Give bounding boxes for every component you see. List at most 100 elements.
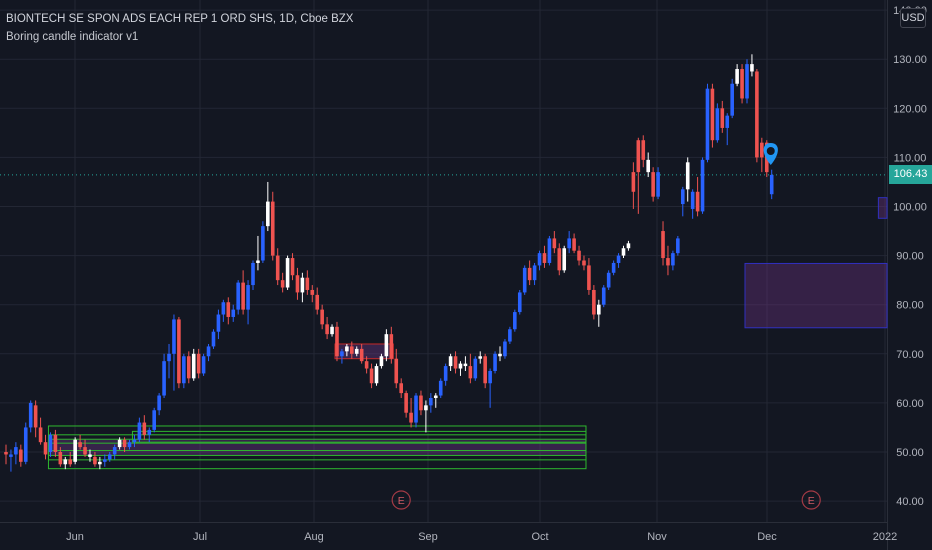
candle-body bbox=[517, 292, 522, 313]
boring-zone bbox=[131, 430, 587, 443]
candle-body bbox=[350, 346, 354, 354]
candle-body bbox=[394, 358, 399, 384]
candle bbox=[226, 297, 231, 325]
candle bbox=[88, 449, 92, 462]
candle bbox=[73, 437, 77, 465]
candle-body bbox=[750, 64, 754, 72]
candle bbox=[28, 400, 33, 433]
candle bbox=[562, 245, 567, 273]
candle bbox=[290, 253, 295, 281]
candle-body bbox=[592, 289, 596, 315]
candle bbox=[409, 397, 413, 428]
candle bbox=[685, 157, 690, 202]
price-axis[interactable]: 140.00130.00120.00110.00100.0090.0080.00… bbox=[888, 0, 932, 550]
candle bbox=[295, 267, 300, 300]
candle bbox=[246, 280, 250, 325]
candle-body bbox=[725, 115, 730, 128]
location-pin-icon[interactable] bbox=[763, 143, 778, 165]
candle-body bbox=[621, 248, 626, 256]
candle bbox=[206, 343, 211, 362]
earnings-marker: E bbox=[801, 490, 821, 510]
candle-body bbox=[379, 356, 384, 367]
time-tick-label: Oct bbox=[531, 531, 548, 543]
candle bbox=[211, 329, 216, 349]
pin-hole bbox=[766, 147, 775, 155]
candle-body bbox=[483, 356, 487, 384]
candle-body bbox=[572, 238, 576, 251]
price-tick-label: 130.00 bbox=[893, 54, 927, 66]
candle bbox=[241, 270, 245, 315]
candle-body bbox=[597, 304, 601, 315]
candle-body bbox=[626, 243, 631, 249]
candle-body bbox=[300, 277, 305, 293]
candle bbox=[330, 324, 334, 337]
candle-body bbox=[325, 324, 329, 335]
candle bbox=[493, 351, 497, 374]
indicator-title[interactable]: Boring candle indicator v1 bbox=[6, 31, 139, 43]
candle-body bbox=[646, 159, 650, 173]
candle-body bbox=[19, 449, 23, 462]
candle bbox=[552, 231, 557, 254]
candle bbox=[103, 454, 107, 467]
candle-body bbox=[710, 88, 715, 141]
candle bbox=[498, 346, 502, 362]
candle-body bbox=[167, 353, 171, 362]
candle-body bbox=[463, 363, 468, 367]
candle bbox=[162, 353, 166, 398]
candle-body bbox=[270, 201, 275, 256]
candle-body bbox=[438, 380, 443, 396]
candle-body bbox=[690, 191, 695, 209]
candle-body bbox=[142, 422, 147, 435]
candle bbox=[335, 321, 339, 362]
candle-body bbox=[162, 361, 166, 396]
candle bbox=[394, 348, 399, 389]
candle-body bbox=[354, 348, 359, 354]
candle bbox=[404, 390, 408, 418]
candle-body bbox=[122, 439, 127, 448]
currency-badge[interactable]: USD bbox=[900, 8, 926, 28]
candle bbox=[458, 361, 463, 376]
candle bbox=[191, 348, 196, 381]
candle bbox=[695, 177, 700, 217]
candle bbox=[745, 59, 749, 104]
candle bbox=[567, 231, 571, 254]
candle bbox=[23, 422, 28, 465]
price-tick-label: 70.00 bbox=[896, 349, 924, 361]
candle-body bbox=[241, 282, 245, 310]
candle-body bbox=[256, 260, 260, 263]
candle bbox=[177, 316, 181, 389]
candle-body bbox=[359, 348, 364, 362]
candle-body bbox=[424, 405, 428, 411]
time-tick-label: Jul bbox=[193, 531, 207, 543]
candle bbox=[587, 258, 591, 295]
candle bbox=[127, 439, 132, 450]
candle-body bbox=[201, 356, 206, 374]
candle bbox=[577, 245, 581, 266]
candle-body bbox=[498, 353, 502, 357]
candle-body bbox=[705, 88, 710, 160]
candle bbox=[735, 64, 739, 87]
candle-body bbox=[730, 83, 734, 116]
candle-body bbox=[384, 334, 389, 357]
symbol-title[interactable]: BIONTECH SE SPON ADS EACH REP 1 ORD SHS,… bbox=[6, 13, 354, 25]
candle-body bbox=[414, 395, 418, 423]
candle-body bbox=[760, 142, 764, 158]
candle bbox=[379, 353, 384, 369]
candle-body bbox=[191, 353, 196, 379]
candle-body bbox=[488, 370, 492, 384]
candle-body bbox=[186, 356, 191, 379]
candle-body bbox=[478, 356, 483, 359]
candle bbox=[285, 255, 290, 290]
time-axis[interactable]: Jun Jul Aug Sep Oct Nov Dec 2022 bbox=[66, 531, 897, 543]
time-tick-label: Dec bbox=[757, 531, 777, 543]
candle-body bbox=[330, 326, 334, 335]
candle bbox=[651, 167, 655, 202]
candle bbox=[700, 157, 705, 214]
boring-zone bbox=[877, 197, 888, 219]
candle bbox=[4, 444, 8, 465]
candle bbox=[597, 299, 601, 327]
candle bbox=[350, 341, 354, 359]
candle bbox=[157, 393, 161, 416]
candle bbox=[661, 221, 665, 266]
